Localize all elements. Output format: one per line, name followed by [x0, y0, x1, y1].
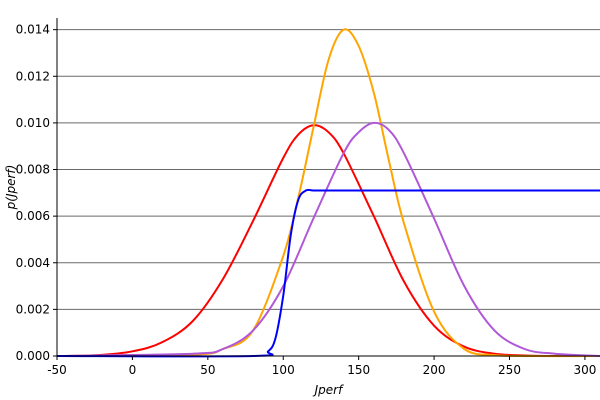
x-tick-label: 200 — [423, 363, 446, 377]
x-tick-label: 250 — [498, 363, 521, 377]
y-tick-label: 0.002 — [16, 302, 50, 316]
x-tick-label: 0 — [129, 363, 137, 377]
series-line — [56, 188, 600, 358]
series-group — [56, 28, 600, 358]
gridlines — [57, 29, 600, 357]
series-line — [56, 28, 600, 358]
x-tick-label: 300 — [573, 363, 596, 377]
y-tick-label: 0.006 — [16, 209, 50, 223]
y-tick-label: 0.000 — [16, 349, 50, 363]
x-tick-label: 50 — [200, 363, 215, 377]
y-tick-label: 0.010 — [16, 116, 50, 130]
series-line — [56, 121, 600, 357]
y-tick-label: 0.004 — [16, 256, 50, 270]
y-tick-label: 0.008 — [16, 163, 50, 177]
y-axis-title: p(Jperf) — [4, 165, 18, 211]
y-tick-label: 0.012 — [16, 69, 50, 83]
x-tick-label: 150 — [347, 363, 370, 377]
x-tick-label: 100 — [272, 363, 295, 377]
y-tick-group: 0.000 0.002 0.004 0.006 0.008 0.010 0.012 0.014 — [16, 23, 57, 363]
y-tick-label: 0.014 — [16, 23, 50, 37]
x-axis-title: Jperf — [313, 383, 344, 397]
series-line — [56, 124, 600, 358]
x-tick-group: -50 0 50 100 150 200 250 300 — [47, 356, 596, 377]
x-tick-label: -50 — [47, 363, 67, 377]
